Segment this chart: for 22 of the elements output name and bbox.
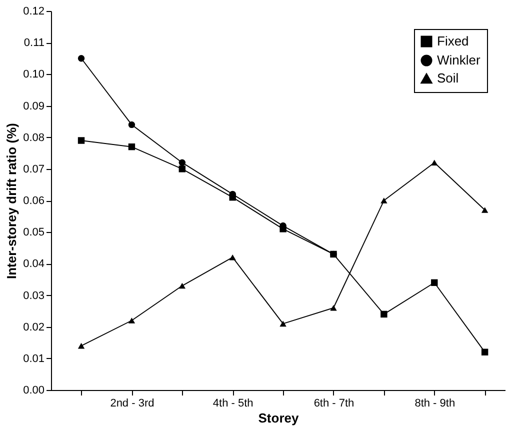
x-tick-label: 4th - 5th bbox=[212, 398, 254, 410]
y-tick-label: 0.09 bbox=[23, 100, 44, 112]
y-tick-label: 0.01 bbox=[23, 352, 44, 365]
y-tick-label: 0.12 bbox=[23, 6, 44, 18]
y-tick-label: 0.05 bbox=[23, 226, 44, 239]
y-tick-label: 0.10 bbox=[23, 68, 44, 81]
y-tick-label: 0.04 bbox=[23, 258, 44, 270]
y-tick-label: 0.02 bbox=[23, 321, 44, 334]
legend-label: Winkler bbox=[437, 52, 482, 68]
legend-label: Fixed bbox=[437, 34, 469, 48]
y-tick-label: 0.06 bbox=[23, 195, 44, 207]
y-tick-label: 0.08 bbox=[23, 132, 44, 144]
y-axis-title: Inter-storey drift ratio (%) bbox=[4, 122, 20, 280]
x-tick-label: 8th - 9th bbox=[414, 398, 456, 410]
y-tick-label: 0.07 bbox=[23, 163, 44, 176]
x-tick-label: 2nd - 3rd bbox=[110, 398, 154, 410]
y-tick-label: 0.00 bbox=[23, 384, 44, 396]
x-axis-title: Storey bbox=[258, 410, 300, 426]
y-tick-label: 0.11 bbox=[24, 37, 44, 50]
x-tick-label: 6th - 7th bbox=[314, 398, 354, 410]
y-tick-label: 0.03 bbox=[23, 290, 44, 302]
legend-label: Soil bbox=[437, 70, 459, 86]
